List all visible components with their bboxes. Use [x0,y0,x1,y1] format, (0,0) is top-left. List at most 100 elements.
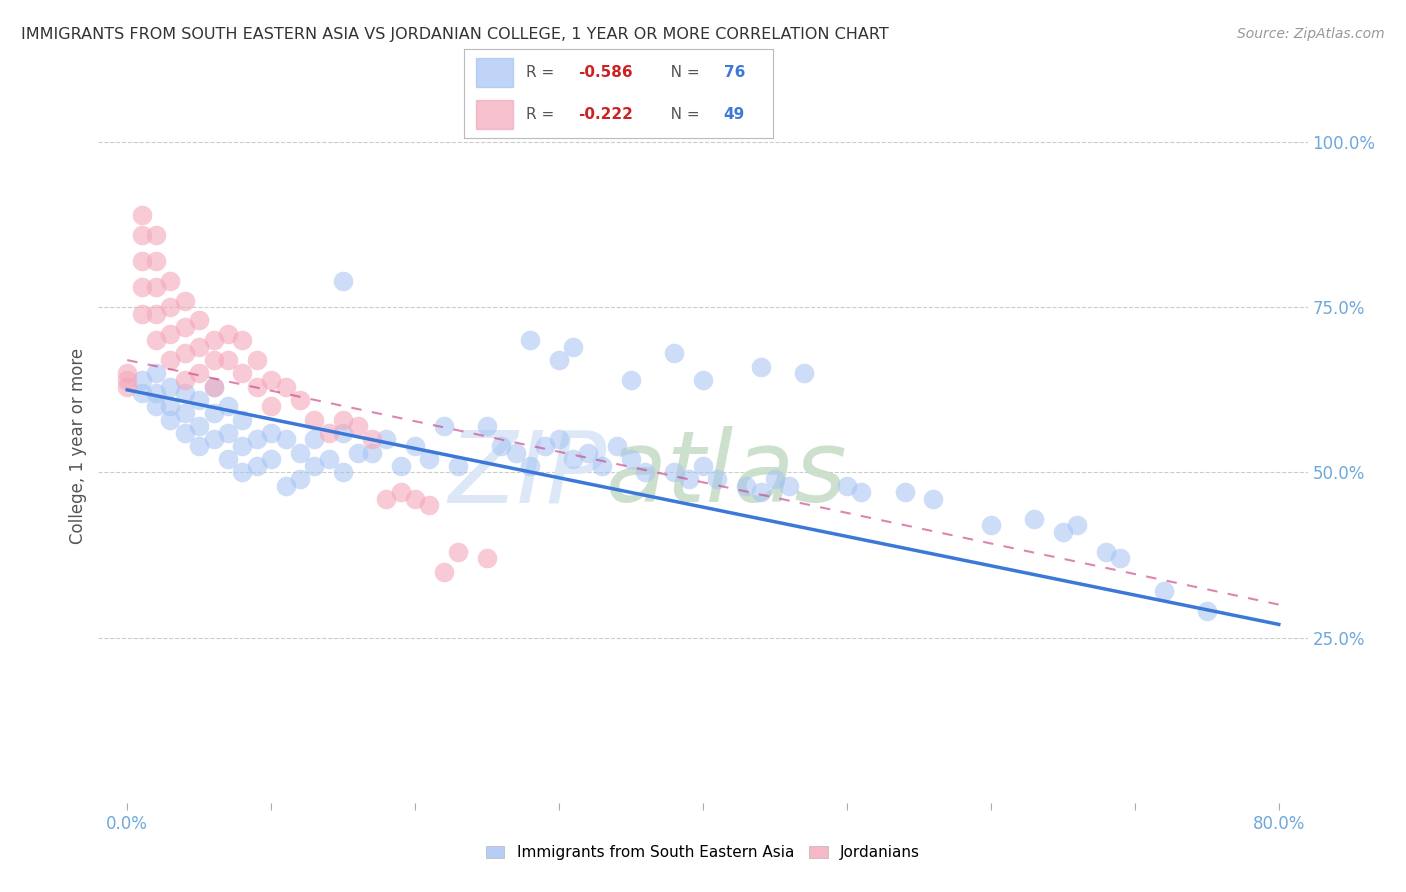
Point [418,499,440,513]
Point [131,208,153,222]
Point [131,373,153,387]
Point [159,353,181,368]
Point [246,379,269,393]
Text: 49: 49 [724,107,745,121]
Point [202,433,225,447]
Point [304,433,326,447]
Point [159,379,181,393]
Point [145,227,167,242]
Point [1195,604,1218,618]
Point [332,412,354,426]
Point [260,425,283,440]
Point [145,280,167,294]
Text: N =: N = [655,65,704,79]
Point [202,406,225,420]
Point [505,445,527,459]
Point [475,551,498,566]
Point [519,333,541,347]
Point [217,425,239,440]
Point [115,367,138,381]
Point [375,433,398,447]
Point [304,458,326,473]
Point [433,419,456,434]
Point [288,445,311,459]
Point [145,333,167,347]
Point [231,412,253,426]
Point [389,458,412,473]
Point [533,439,555,453]
Point [304,412,326,426]
Point [332,466,354,480]
Point [131,386,153,401]
Point [1066,518,1088,533]
Y-axis label: College, 1 year or more: College, 1 year or more [69,348,87,544]
Point [620,452,643,467]
Point [231,333,253,347]
Text: Source: ZipAtlas.com: Source: ZipAtlas.com [1237,27,1385,41]
Point [591,458,613,473]
Point [202,379,225,393]
Point [173,425,195,440]
Point [664,466,686,480]
Point [159,412,181,426]
Point [274,379,297,393]
Text: R =: R = [526,65,560,79]
Point [288,392,311,407]
Point [246,353,269,368]
Point [159,300,181,314]
Bar [477,58,513,87]
Point [980,518,1002,533]
Point [475,419,498,434]
Point [145,400,167,414]
Point [620,373,643,387]
Point [231,439,253,453]
Point [274,478,297,492]
Text: R =: R = [526,107,560,121]
Point [1095,545,1118,559]
Point [246,433,269,447]
Point [548,433,571,447]
Point [188,419,211,434]
Point [159,400,181,414]
Point [202,333,225,347]
Text: IMMIGRANTS FROM SOUTH EASTERN ASIA VS JORDANIAN COLLEGE, 1 YEAR OR MORE CORRELAT: IMMIGRANTS FROM SOUTH EASTERN ASIA VS JO… [21,27,889,42]
Text: -0.586: -0.586 [578,65,633,79]
Point [318,452,340,467]
Point [318,425,340,440]
Point [433,565,456,579]
Point [260,400,283,414]
Point [519,458,541,473]
Point [131,280,153,294]
Point [260,373,283,387]
Point [173,386,195,401]
Point [188,340,211,354]
Point [922,491,945,506]
Point [361,445,384,459]
Point [346,445,368,459]
Point [418,452,440,467]
Point [692,458,714,473]
Point [389,485,412,500]
Point [749,359,772,374]
Point [404,491,426,506]
Text: ZIP: ZIP [449,426,606,523]
Text: atlas: atlas [606,426,848,523]
Point [131,227,153,242]
Point [231,466,253,480]
Bar [477,100,513,129]
Point [332,274,354,288]
Point [1052,524,1074,539]
Point [1153,584,1175,599]
Point [606,439,628,453]
Point [145,386,167,401]
Point [202,379,225,393]
Point [188,313,211,327]
Point [548,353,571,368]
Text: -0.222: -0.222 [578,107,633,121]
Point [1109,551,1132,566]
Point [893,485,915,500]
Point [706,472,728,486]
Text: 76: 76 [724,65,745,79]
Point [217,452,239,467]
Point [491,439,513,453]
